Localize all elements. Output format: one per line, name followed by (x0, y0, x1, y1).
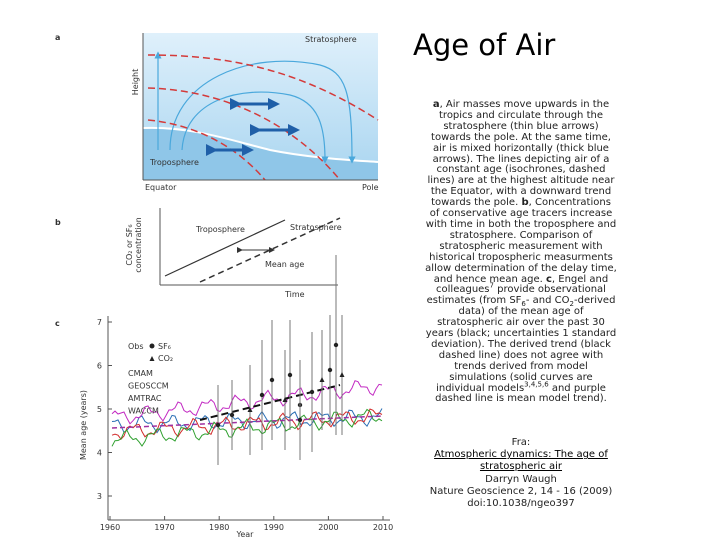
panel-label: b (55, 218, 61, 227)
mixing-arrows (206, 98, 300, 156)
x-tick-label: 1990 (264, 523, 284, 532)
label: Stratosphere (290, 223, 342, 232)
caption-text: a (432, 99, 440, 110)
label: Stratosphere (305, 35, 357, 44)
obs-point (327, 367, 333, 373)
x-tick-label: 1980 (209, 523, 229, 532)
legend-label: CMAM (128, 369, 153, 378)
caption-text: 7 (489, 282, 494, 291)
axis-label: Year (236, 530, 255, 539)
legend-label: SF₆ (158, 342, 171, 351)
y-tick-label: 6 (97, 362, 102, 371)
caption-text: , Engel and colleagues (436, 273, 609, 296)
caption-text: -derived data) of the mean age of strato… (425, 295, 617, 394)
y-tick-label: 3 (97, 492, 102, 501)
obs-point (287, 372, 293, 378)
y-tick-label: 7 (97, 318, 102, 327)
obs-point (319, 377, 325, 382)
panel-c-plot: 1960 1970 1980 1990 2000 2010 3 4 5 6 7 CMAM GEOSCCM… (97, 255, 393, 532)
axis-label: CO₂ or SF₆ (125, 224, 134, 265)
obs-point (297, 417, 303, 423)
panel-label: a (55, 33, 60, 42)
legend-symbol (149, 343, 155, 349)
observed-trend (199, 384, 341, 421)
obs-point (309, 389, 315, 395)
axis-label: Mean age (years) (79, 390, 88, 460)
legend-label: Obs (128, 342, 144, 351)
source-prefix: Fra: (511, 437, 531, 448)
legend-label: AMTRAC (128, 394, 162, 403)
caption-text: b (521, 197, 529, 209)
source-author: Darryn Waugh (485, 473, 557, 485)
caption-text: , Air masses move upwards in the tropics… (427, 99, 615, 209)
axis-label: concentration (134, 217, 143, 272)
source-doi: doi:10.1038/ngeo397 (467, 498, 575, 510)
obs-point (269, 377, 275, 383)
label: Equator (145, 183, 177, 192)
obs-point (282, 397, 288, 402)
obs-point (333, 342, 339, 348)
x-tick-label: 2000 (318, 523, 338, 532)
legend-label: CO₂ (158, 354, 173, 363)
obs-point (229, 412, 235, 418)
caption: a, Air masses move upwards in the tropic… (425, 99, 617, 405)
troposphere-area (143, 127, 378, 180)
label: Troposphere (149, 158, 199, 167)
caption-text: and purple dashed line is mean model tre… (435, 382, 607, 405)
model-curve (111, 380, 383, 425)
obs-point (259, 392, 265, 398)
model-curve (111, 408, 383, 447)
caption-text: c (545, 273, 552, 285)
legend-label: WACCM (128, 407, 159, 416)
obs-point (339, 372, 345, 377)
legend-symbol (149, 356, 155, 361)
label: Troposphere (195, 225, 245, 234)
x-tick-label: 1960 (100, 523, 120, 532)
stratosphere-line (199, 217, 341, 283)
obs-point (215, 422, 221, 428)
source-link[interactable]: Atmospheric dynamics: The age of stratos… (434, 449, 608, 473)
axis-label: Time (284, 290, 305, 299)
slide-title: Age of Air (413, 28, 556, 62)
caption-text: , Concentrations of conservative age tra… (425, 197, 617, 285)
y-tick-label: 4 (97, 449, 102, 458)
caption-text: 6 (521, 300, 526, 309)
legend-label: GEOSCCM (128, 382, 169, 391)
source: Fra: Atmospheric dynamics: The age of st… (425, 437, 617, 510)
y-tick-label: 5 (97, 405, 102, 414)
caption-text: provide observational estimates (from SF (426, 284, 606, 307)
model-curve (111, 408, 383, 434)
caption-text: 2 (569, 300, 574, 309)
obs-point (247, 407, 253, 412)
label: Mean age (265, 260, 304, 269)
tropopause (142, 126, 379, 163)
axis-label: Height (131, 69, 140, 95)
source-journal: Nature Geoscience 2, 14 - 16 (2009) (429, 485, 613, 497)
caption-text: 3,4,5,6 (524, 380, 549, 389)
x-tick-label: 1970 (154, 523, 174, 532)
caption-text: - and CO (525, 295, 570, 307)
troposphere-line (164, 219, 286, 277)
circulation-arrows (154, 51, 356, 164)
mean-model-trend (111, 415, 384, 429)
isochrones (147, 54, 379, 181)
figure: a Stratosphere Height Troposphere Equato… (55, 33, 393, 539)
panel-label: c (55, 319, 60, 328)
label: Pole (362, 183, 379, 192)
model-curve (111, 408, 383, 440)
x-tick-label: 2010 (373, 523, 393, 532)
